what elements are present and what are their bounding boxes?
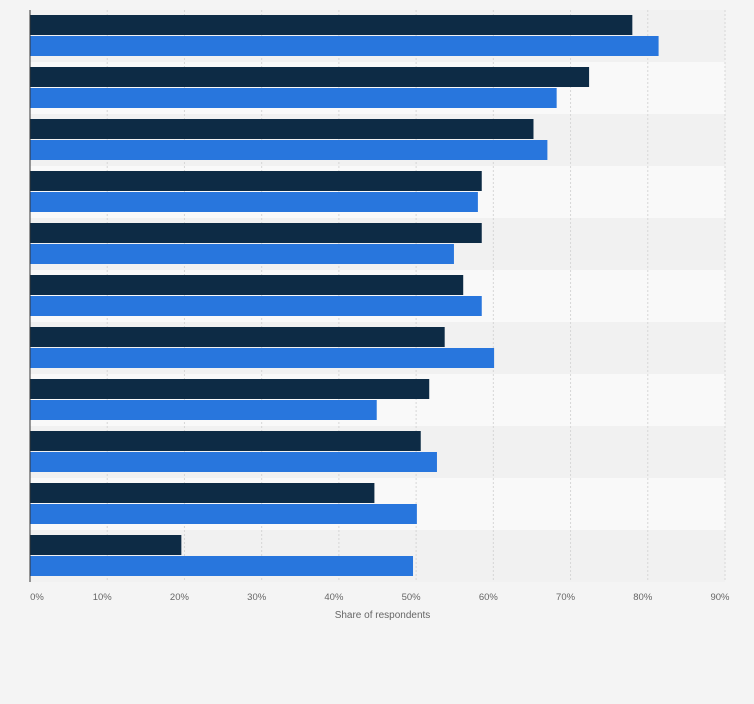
bar-series1	[30, 535, 182, 555]
bar-series2	[30, 192, 478, 212]
x-tick-label: 60%	[479, 592, 499, 603]
bar-series2	[30, 400, 377, 420]
x-tick-label: 20%	[170, 592, 190, 603]
bar-series2	[30, 556, 414, 576]
bar-series2	[30, 88, 557, 108]
bar-series1	[30, 327, 445, 347]
bar-series2	[30, 452, 437, 472]
bar-series1	[30, 379, 430, 399]
x-tick-label: 90%	[710, 592, 730, 603]
bars	[30, 15, 659, 576]
bar-series2	[30, 36, 659, 56]
x-tick-label: 70%	[556, 592, 576, 603]
x-tick-label: 10%	[93, 592, 113, 603]
bar-series2	[30, 244, 454, 264]
bar-series2	[30, 504, 417, 524]
bar-series1	[30, 119, 534, 139]
x-axis-label: Share of respondents	[335, 610, 431, 621]
bar-series1	[30, 275, 464, 295]
x-tick-label: 0%	[30, 592, 44, 603]
bar-series2	[30, 348, 495, 368]
x-tick-labels: 0% 10% 20% 30% 40% 50% 60% 70% 80% 90%	[30, 592, 730, 603]
bar-series1	[30, 67, 590, 87]
bar-series1	[30, 15, 633, 35]
bar-series1	[30, 483, 375, 503]
bar-series1	[30, 171, 482, 191]
bar-series1	[30, 431, 421, 451]
x-tick-label: 40%	[324, 592, 344, 603]
x-tick-label: 80%	[633, 592, 653, 603]
bar-series2	[30, 296, 482, 316]
bar-series2	[30, 140, 548, 160]
bar-series1	[30, 223, 482, 243]
x-tick-label: 50%	[402, 592, 422, 603]
x-tick-label: 30%	[247, 592, 267, 603]
